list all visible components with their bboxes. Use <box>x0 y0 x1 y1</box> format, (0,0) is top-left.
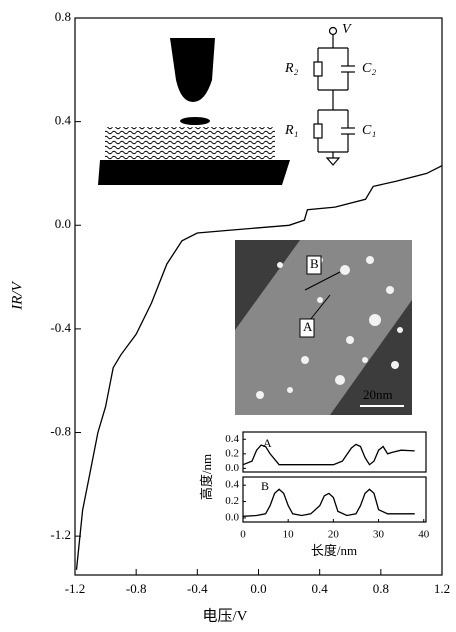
y-tick-label: -1.2 <box>50 527 71 542</box>
annotation-box <box>306 255 322 275</box>
annotation: B <box>310 256 319 271</box>
y-tick-label: 0.4 <box>225 433 239 445</box>
y-tick-label: 0.0 <box>55 216 71 231</box>
annotation: C₁ <box>362 123 376 138</box>
x-tick-label: 10 <box>283 529 295 541</box>
circuit <box>313 26 355 166</box>
annotation: V <box>342 22 352 37</box>
afm-image <box>235 240 412 415</box>
data-line <box>242 488 415 517</box>
annotation: A <box>303 319 313 334</box>
y-tick-label: 0.2 <box>225 495 239 507</box>
y-tick-label: 0.2 <box>225 447 239 459</box>
y-tick-label: -0.8 <box>50 423 71 438</box>
panel-label: B <box>261 479 269 493</box>
tip-schematic <box>98 38 290 185</box>
inset-y-title: 高度/nm <box>199 454 214 500</box>
y-axis-title: IR/V <box>9 280 25 310</box>
y-tick-label: 0.4 <box>225 479 239 491</box>
y-tick-label: 0.8 <box>55 9 71 24</box>
x-tick-label: 1.2 <box>434 581 450 596</box>
annotation: 20nm <box>363 387 393 402</box>
data-line <box>75 165 443 570</box>
annotation: R₁ <box>284 123 298 138</box>
x-tick-label: 0.8 <box>373 581 389 596</box>
y-tick-label: 0.4 <box>55 113 72 128</box>
y-tick-label: 0.0 <box>225 462 239 474</box>
x-tick-label: -1.2 <box>65 581 86 596</box>
x-axis-title: 电压/V <box>202 607 247 624</box>
inset-x-title: 长度/nm <box>311 543 357 558</box>
y-tick-label: 0.0 <box>225 511 239 523</box>
annotation-box <box>299 318 315 338</box>
x-tick-label: 30 <box>373 529 385 541</box>
data-line <box>242 443 415 466</box>
x-tick-label: -0.4 <box>187 581 208 596</box>
x-tick-label: 0 <box>240 529 246 541</box>
annotation: C₂ <box>362 61 376 76</box>
annotation: R₂ <box>284 61 299 76</box>
x-tick-label: 40 <box>418 529 430 541</box>
x-tick-label: 0.0 <box>250 581 266 596</box>
x-tick-label: -0.8 <box>126 581 147 596</box>
x-tick-label: 0.4 <box>312 581 329 596</box>
y-tick-label: -0.4 <box>50 320 71 335</box>
x-tick-label: 20 <box>328 529 340 541</box>
panel-label: A <box>263 436 272 450</box>
